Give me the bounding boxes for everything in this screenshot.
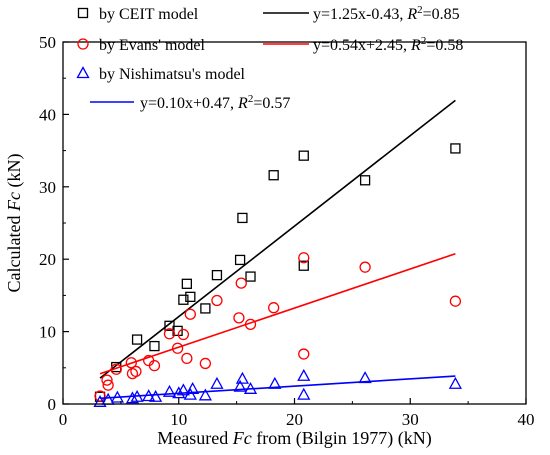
data-point-series-1 <box>268 170 279 181</box>
x-tick-label: 30 <box>402 410 419 429</box>
data-point-series-2 <box>184 308 196 320</box>
x-axis-label: Measured Fc from (Bilgin 1977) (kN) <box>157 428 431 449</box>
data-point-series-2 <box>359 261 371 273</box>
data-point-series-2 <box>268 302 280 314</box>
data-point-series-3 <box>297 387 311 400</box>
fit-line-series-2 <box>99 252 456 375</box>
data-point-series-1 <box>298 260 309 271</box>
data-point-series-3 <box>125 391 140 404</box>
data-point-series-3 <box>142 389 156 402</box>
data-point-series-1 <box>450 143 461 154</box>
data-point-series-3 <box>358 371 372 384</box>
data-point-series-3 <box>233 379 247 392</box>
data-point-series-1 <box>131 334 143 345</box>
x-tick-label: 20 <box>286 410 303 429</box>
plot-frame <box>62 41 527 405</box>
legend-marker-series-2 <box>77 38 89 50</box>
y-tick-label: 30 <box>39 178 56 197</box>
legend-label-series-2: by Evans' model <box>99 37 206 54</box>
data-point-series-1 <box>178 294 189 305</box>
data-point-series-3 <box>198 388 212 401</box>
data-point-series-1 <box>359 175 371 186</box>
data-point-series-1 <box>211 269 223 281</box>
data-point-series-2 <box>298 348 310 360</box>
data-point-series-2 <box>148 359 161 372</box>
data-point-series-3 <box>149 389 163 402</box>
data-point-series-2 <box>126 367 139 380</box>
data-point-series-2 <box>199 357 212 370</box>
data-point-series-2 <box>163 328 176 340</box>
data-point-series-2 <box>211 294 223 307</box>
data-point-series-3 <box>93 394 107 407</box>
data-point-series-3 <box>268 376 282 389</box>
data-point-series-2 <box>110 363 122 375</box>
x-tick-label: 0 <box>59 410 68 429</box>
data-point-series-3 <box>162 384 177 397</box>
legend-label-series-1: by CEIT model <box>99 6 199 23</box>
x-tick-label: 40 <box>518 410 535 429</box>
y-tick-label: 20 <box>39 250 56 269</box>
data-point-series-1 <box>245 271 256 282</box>
chart-marks <box>93 99 462 407</box>
data-point-series-1 <box>185 291 196 302</box>
data-point-series-3 <box>210 376 224 389</box>
data-point-series-2 <box>177 328 190 341</box>
data-point-series-3 <box>243 381 258 394</box>
y-axis-label: Calculated Fc (kN) <box>4 154 25 293</box>
x-axis-ticks: 0 10 20 30 40 <box>59 398 535 429</box>
data-point-series-3 <box>110 390 125 403</box>
data-point-series-2 <box>171 342 184 354</box>
data-point-series-2 <box>181 352 193 365</box>
data-point-series-2 <box>298 252 310 264</box>
fit-line-series-1 <box>99 99 456 379</box>
data-point-series-1 <box>149 340 160 352</box>
y-tick-label: 10 <box>39 323 56 342</box>
fit-equation-series-2: y=0.54x+2.45, R2=0.58 <box>313 35 463 54</box>
legend-marker-series-3 <box>76 66 90 79</box>
data-point-series-3 <box>297 368 311 381</box>
y-tick-label: 40 <box>39 105 56 124</box>
fit-equation-series-3: y=0.10x+0.47, R2=0.57 <box>140 93 290 112</box>
data-point-series-2 <box>101 374 113 386</box>
fit-line-series-3 <box>99 375 456 400</box>
data-point-series-1 <box>234 254 246 266</box>
data-point-series-1 <box>181 278 193 289</box>
fit-equation-series-1: y=1.25x-0.43, R2=0.85 <box>313 4 460 23</box>
x-tick-label: 10 <box>170 410 187 429</box>
data-point-series-3 <box>183 387 197 400</box>
data-point-series-2 <box>130 365 142 378</box>
data-point-series-2 <box>102 379 114 391</box>
data-point-series-3 <box>448 376 462 389</box>
data-point-series-3 <box>176 383 190 396</box>
data-point-series-2 <box>125 357 137 369</box>
legend-marker-series-1 <box>77 7 89 19</box>
data-point-series-2 <box>233 312 245 324</box>
data-point-series-1 <box>237 212 248 224</box>
legend-label-series-3: by Nishimatsu's model <box>99 66 246 83</box>
data-point-series-1 <box>298 150 309 161</box>
y-tick-label: 0 <box>48 395 57 414</box>
data-point-series-1 <box>200 303 211 314</box>
y-axis-ticks: 0 10 20 30 40 50 <box>39 33 69 414</box>
data-point-series-2 <box>94 390 106 402</box>
data-point-series-2 <box>235 277 247 289</box>
data-point-series-2 <box>449 295 462 307</box>
data-point-series-3 <box>235 371 250 384</box>
legend: by CEIT model y=1.25x-0.43, R2=0.85 by Eva… <box>76 4 463 112</box>
y-tick-label: 50 <box>39 33 56 52</box>
data-point-series-3 <box>186 381 200 394</box>
data-point-series-2 <box>244 318 257 331</box>
data-point-series-3 <box>172 386 186 399</box>
data-point-series-3 <box>130 389 144 402</box>
